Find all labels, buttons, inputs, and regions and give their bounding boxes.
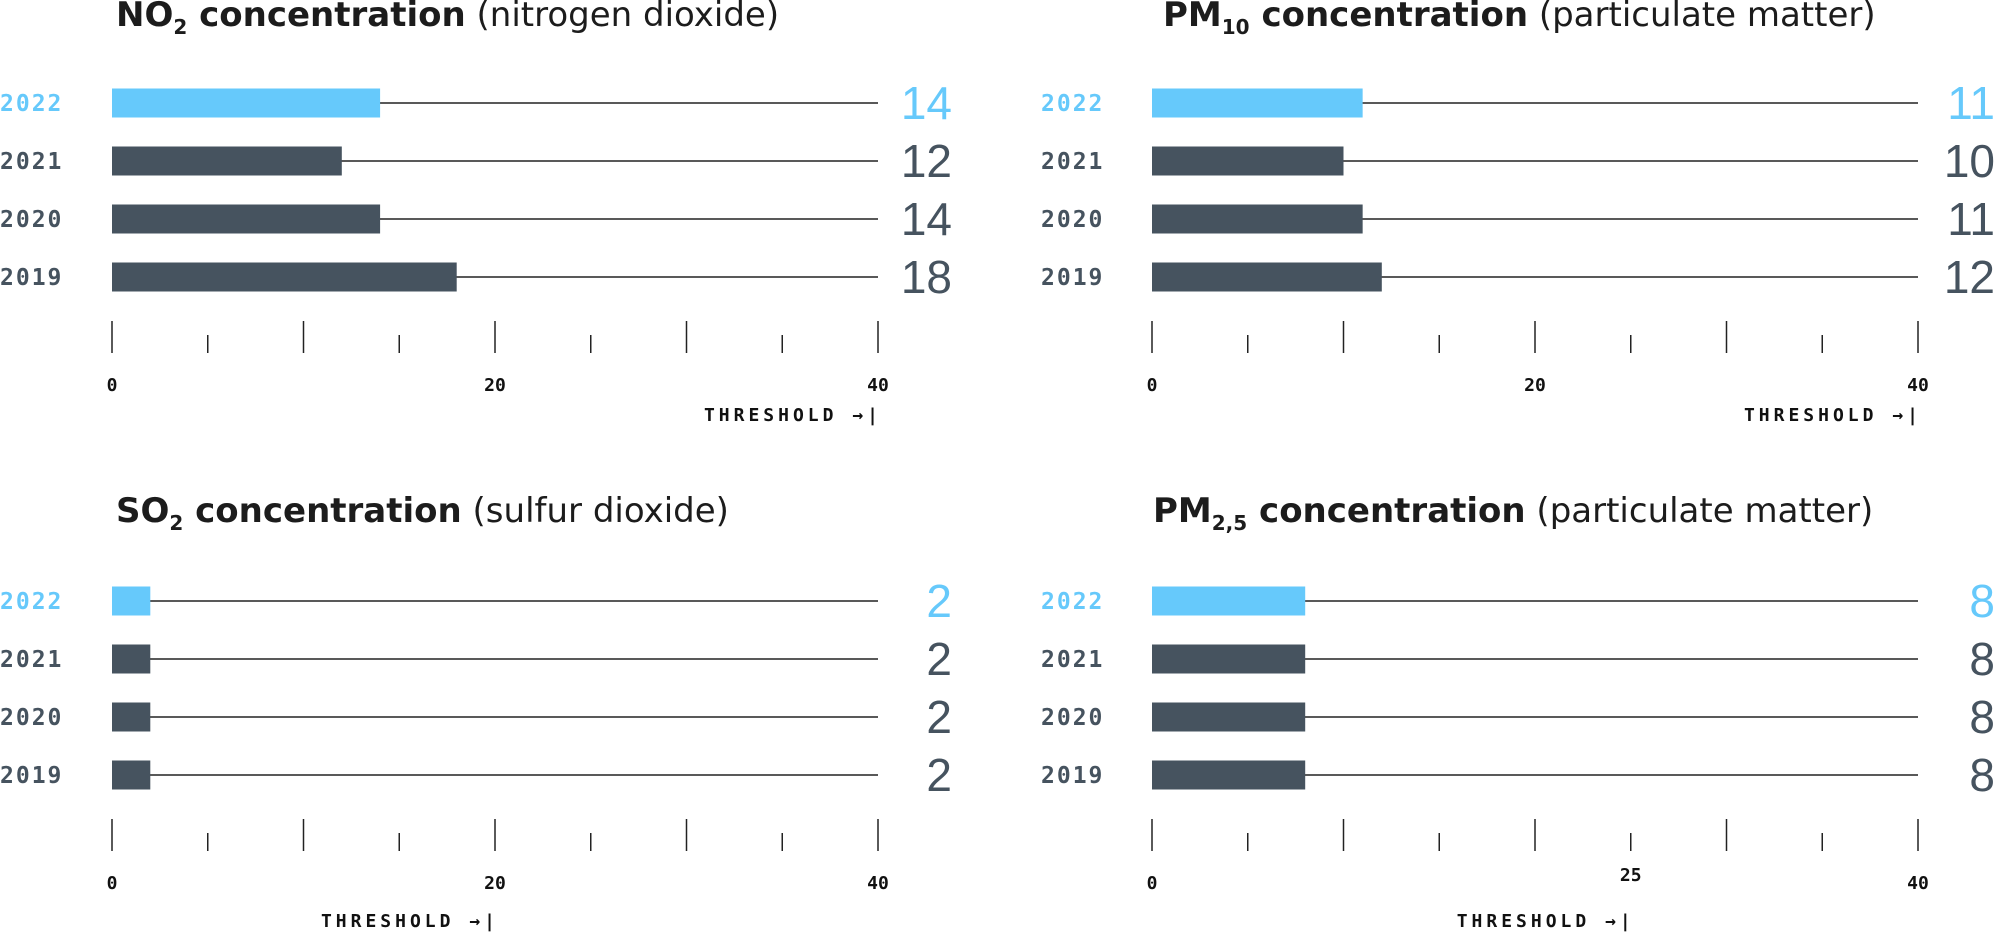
value-label: 8 [1969, 691, 1995, 743]
value-label: 2 [926, 691, 952, 743]
bar [112, 146, 342, 176]
title-bold-tail: concentration [187, 0, 465, 35]
year-label: 2021 [0, 647, 63, 673]
value-label: 14 [901, 193, 952, 245]
chart-title: PM2,5 concentration (particulate matter) [1153, 491, 1873, 535]
threshold-label: THRESHOLD →| [1457, 911, 1635, 932]
title-bold-tail: concentration [1250, 0, 1528, 35]
bar [112, 644, 151, 674]
title-light: (sulfur dioxide) [462, 491, 729, 531]
title-bold: PM [1163, 0, 1222, 35]
chart-panel-4: PM2,5 concentration (particulate matter)… [1041, 491, 1995, 932]
bar [112, 760, 151, 790]
chart-panel-2: PM10 concentration (particulate matter)2… [1041, 0, 1995, 426]
value-label: 12 [1944, 251, 1995, 303]
chart-panel-1: NO2 concentration (nitrogen dioxide)2022… [0, 0, 952, 426]
value-label: 8 [1969, 749, 1995, 801]
year-label: 2022 [1041, 91, 1104, 117]
bar [112, 88, 381, 118]
value-label: 12 [901, 135, 952, 187]
bar [1152, 204, 1363, 234]
tick-label: 20 [1524, 375, 1546, 396]
value-label: 2 [926, 749, 952, 801]
year-label: 2022 [0, 589, 63, 615]
year-label: 2021 [0, 149, 63, 175]
bar [112, 262, 457, 292]
title-light: (particulate matter) [1528, 0, 1876, 35]
title-subscript: 2,5 [1212, 511, 1247, 535]
title-subscript: 10 [1222, 15, 1250, 39]
title-bold-tail: concentration [183, 491, 461, 531]
bar [1152, 88, 1363, 118]
year-label: 2020 [1041, 705, 1104, 731]
value-label: 11 [1947, 193, 1995, 245]
year-label: 2020 [0, 705, 63, 731]
year-label: 2019 [1041, 265, 1104, 291]
tick-label: 0 [107, 873, 118, 894]
title-subscript: 2 [173, 15, 187, 39]
bar [1152, 702, 1306, 732]
bar [112, 586, 151, 616]
year-label: 2019 [1041, 763, 1104, 789]
year-label: 2020 [0, 207, 63, 233]
title-bold: PM [1153, 491, 1212, 531]
title-bold: SO [116, 491, 169, 531]
tick-label: 0 [107, 375, 118, 396]
tick-label: 40 [1907, 375, 1929, 396]
tick-label: 0 [1147, 873, 1158, 894]
value-label: 10 [1944, 135, 1995, 187]
chart-title: NO2 concentration (nitrogen dioxide) [116, 0, 779, 39]
year-label: 2021 [1041, 647, 1104, 673]
bar [1152, 262, 1382, 292]
title-bold: NO [116, 0, 173, 35]
tick-label: 0 [1147, 375, 1158, 396]
threshold-label: THRESHOLD →| [321, 911, 499, 932]
chart-title: SO2 concentration (sulfur dioxide) [116, 491, 729, 535]
value-label: 8 [1969, 633, 1995, 685]
value-label: 8 [1969, 575, 1995, 627]
tick-label: 40 [867, 375, 889, 396]
bar [112, 702, 151, 732]
threshold-label: THRESHOLD →| [704, 405, 882, 426]
tick-label: 20 [484, 375, 506, 396]
year-label: 2019 [0, 763, 63, 789]
bar [1152, 644, 1306, 674]
bar [1152, 146, 1344, 176]
tick-label: 25 [1620, 865, 1642, 886]
title-light: (particulate matter) [1526, 491, 1874, 531]
title-bold-tail: concentration [1247, 491, 1525, 531]
value-label: 11 [1947, 77, 1995, 129]
title-light: (nitrogen dioxide) [466, 0, 779, 35]
tick-label: 40 [1907, 873, 1929, 894]
year-label: 2022 [0, 91, 63, 117]
chart-panel-3: SO2 concentration (sulfur dioxide)2022 22… [0, 491, 952, 932]
tick-label: 20 [484, 873, 506, 894]
year-label: 2019 [0, 265, 63, 291]
bar [1152, 586, 1306, 616]
year-label: 2021 [1041, 149, 1104, 175]
threshold-label: THRESHOLD →| [1744, 405, 1922, 426]
value-label: 2 [926, 633, 952, 685]
bar [112, 204, 381, 234]
value-label: 18 [901, 251, 952, 303]
year-label: 2022 [1041, 589, 1104, 615]
bar [1152, 760, 1306, 790]
tick-label: 40 [867, 873, 889, 894]
title-subscript: 2 [169, 511, 183, 535]
year-label: 2020 [1041, 207, 1104, 233]
value-label: 2 [926, 575, 952, 627]
value-label: 14 [901, 77, 952, 129]
chart-title: PM10 concentration (particulate matter) [1163, 0, 1876, 39]
